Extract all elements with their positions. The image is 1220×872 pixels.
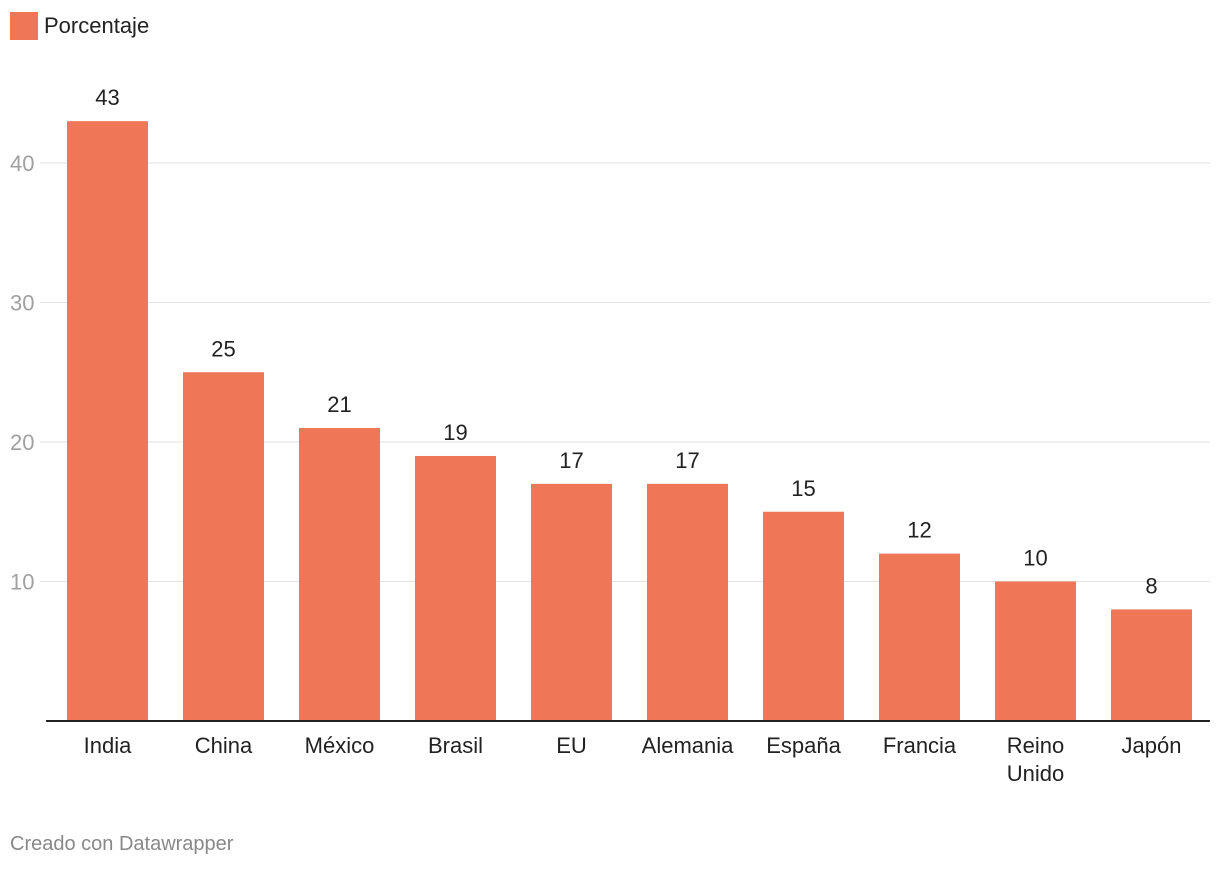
data-label: 17	[675, 448, 699, 473]
data-label: 8	[1145, 573, 1157, 598]
x-tick-label: India	[84, 733, 132, 758]
legend: Porcentaje	[10, 12, 149, 40]
y-tick-label: 10	[10, 570, 34, 595]
x-tick-label: EU	[556, 733, 587, 758]
y-tick-label: 20	[10, 430, 34, 455]
x-tick-label: España	[766, 733, 841, 758]
data-label: 15	[791, 476, 815, 501]
bar	[1111, 609, 1192, 721]
bar	[647, 483, 728, 721]
x-tick-label: Alemania	[642, 733, 734, 758]
bar	[415, 455, 496, 721]
data-label: 12	[907, 518, 931, 543]
bar	[67, 121, 148, 721]
bar	[531, 483, 612, 721]
bar	[879, 553, 960, 721]
legend-label: Porcentaje	[44, 13, 150, 38]
x-tick-label: Reino Unido	[1007, 733, 1064, 786]
bar	[299, 428, 380, 721]
bar	[183, 372, 264, 721]
bar	[763, 511, 844, 721]
y-tick-label: 40	[10, 151, 34, 176]
data-label: 25	[211, 336, 235, 361]
data-label: 43	[95, 85, 119, 110]
bar	[995, 581, 1076, 721]
x-tick-label: China	[195, 733, 253, 758]
x-tick-label: Japón	[1122, 733, 1182, 758]
x-tick-label: Francia	[883, 733, 957, 758]
data-label: 17	[559, 448, 583, 473]
credit-text: Creado con Datawrapper	[10, 833, 234, 855]
y-tick-label: 30	[10, 291, 34, 316]
data-label: 19	[443, 420, 467, 445]
data-label: 21	[327, 392, 351, 417]
legend-swatch	[10, 12, 38, 40]
x-tick-label: Brasil	[428, 733, 483, 758]
x-tick-label: México	[305, 733, 375, 758]
data-label: 10	[1023, 546, 1047, 571]
